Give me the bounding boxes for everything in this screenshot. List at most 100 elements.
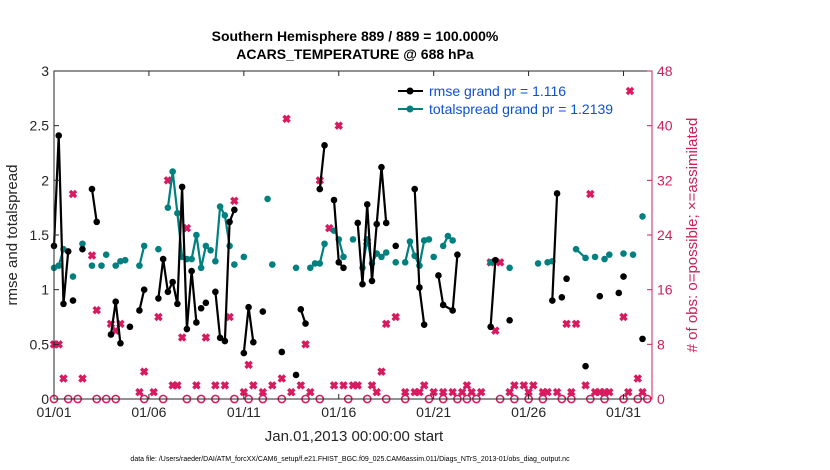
totalspread-point <box>102 251 110 258</box>
totalspread-point <box>629 251 637 258</box>
obs-assimilated-marker <box>211 381 220 390</box>
obs-assimilated-marker <box>567 387 576 397</box>
totalspread-point <box>601 255 608 263</box>
rmse-point <box>178 183 186 191</box>
rmse-point <box>93 218 101 226</box>
totalspread-point <box>264 195 271 203</box>
rmse-line <box>551 193 559 301</box>
totalspread-point <box>430 253 437 261</box>
obs-assimilated-marker <box>230 196 239 206</box>
rmse-point <box>549 297 556 304</box>
obs-assimilated-marker <box>139 367 149 376</box>
totalspread-point <box>240 253 248 261</box>
x-tick-label: 01/26 <box>511 404 546 420</box>
chart-subtitle: ACARS_TEMPERATURE @ 688 hPa <box>236 46 474 62</box>
obs-assimilated-marker <box>182 223 192 233</box>
obs-assimilated-marker <box>457 387 467 397</box>
rmse-point <box>164 288 172 296</box>
totalspread-point <box>449 237 456 244</box>
rmse-point <box>159 255 167 263</box>
obs-assimilated-marker <box>87 251 97 260</box>
totalspread-point <box>164 204 172 211</box>
footnote: data file: /Users/raeder/DAI/ATM_forcXX/… <box>130 456 570 463</box>
totalspread-point <box>406 238 414 245</box>
obs-assimilated-marker <box>467 387 476 397</box>
obs-assimilated-marker <box>258 387 268 397</box>
obs-assimilated-marker <box>301 340 310 349</box>
totalspread-line <box>138 245 146 266</box>
rmse-point <box>64 248 72 255</box>
rmse-point <box>155 295 162 302</box>
totalspread-point <box>311 260 319 267</box>
totalspread-point <box>269 261 276 268</box>
obs-assimilated-marker <box>249 381 258 390</box>
rmse-point <box>340 264 347 272</box>
rmse-point <box>259 308 267 315</box>
obs-assimilated-marker <box>192 381 201 390</box>
obs-assimilated-marker <box>296 381 306 390</box>
obs-assimilated-marker <box>462 381 472 390</box>
obs-assimilated-marker <box>268 381 277 390</box>
totalspread-point <box>193 231 200 239</box>
totalspread-point <box>140 242 148 250</box>
rmse-point <box>202 299 210 307</box>
obs-assimilated-marker <box>419 381 429 390</box>
rmse-point <box>354 219 362 227</box>
rmse-point <box>359 280 366 288</box>
rmse-point <box>435 272 442 279</box>
obs-assimilated-marker <box>372 387 381 397</box>
totalspread-point <box>197 264 205 272</box>
obs-assimilated-marker <box>571 319 581 329</box>
rmse-point <box>126 323 134 331</box>
rmse-line <box>52 134 70 305</box>
rmse-point <box>416 284 423 291</box>
obs-assimilated-marker <box>581 381 590 390</box>
obs-assimilated-marker <box>605 387 614 397</box>
totalspread-point <box>401 259 409 266</box>
totalspread-point <box>202 242 210 250</box>
rmse-point <box>55 132 63 139</box>
rmse-point <box>378 163 385 171</box>
rmse-point <box>492 256 499 264</box>
y-left-tick-label: 2.5 <box>30 118 50 134</box>
obs-assimilated-marker <box>543 387 552 397</box>
obs-assimilated-marker <box>529 381 538 390</box>
totalspread-point <box>79 240 86 248</box>
obs-assimilated-marker <box>225 312 234 322</box>
rmse-point <box>615 289 623 297</box>
totalspread-point <box>69 273 77 280</box>
axes-layer: 01/01 01/06 01/11 01/16 01/21 01/26 01/31 0 0.5 1… <box>30 63 673 420</box>
obs-assimilated-marker <box>244 360 253 370</box>
totalspread-point <box>639 213 646 220</box>
y-right-tick-label: 32 <box>657 172 673 188</box>
rmse-point <box>278 348 286 356</box>
rmse-point <box>216 334 224 342</box>
totalspread-point <box>340 253 347 261</box>
obs-assimilated-marker <box>619 312 628 322</box>
obs-assimilated-marker <box>552 387 562 397</box>
x-tick-label: 01/06 <box>131 404 166 420</box>
totalspread-point <box>316 260 324 267</box>
totalspread-point <box>292 264 300 272</box>
rmse-point <box>188 267 195 275</box>
totalspread-point <box>188 255 195 263</box>
totalspread-point <box>591 253 599 261</box>
obs-assimilated-marker <box>220 381 230 390</box>
y-left-tick-label: 0 <box>41 391 49 407</box>
rmse-point <box>506 316 513 324</box>
obs-assimilated-marker <box>334 121 344 130</box>
obs-assimilated-marker <box>92 305 101 315</box>
obs-assimilated-marker <box>510 381 519 390</box>
totalspread-point <box>321 240 328 248</box>
obs-assimilated-marker <box>586 189 595 199</box>
obs-assimilated-marker <box>306 387 315 397</box>
totalspread-point <box>216 203 224 210</box>
totalspread-point <box>174 209 181 217</box>
rmse-point <box>335 259 343 266</box>
legend-spread-label: totalspread grand pr = 1.2139 <box>429 101 613 117</box>
rmse-point <box>411 185 418 193</box>
obs-assimilated-marker <box>173 381 182 390</box>
obs-assimilated-marker <box>59 374 68 383</box>
rmse-point <box>245 303 252 311</box>
obs-assimilated-marker <box>562 319 571 329</box>
